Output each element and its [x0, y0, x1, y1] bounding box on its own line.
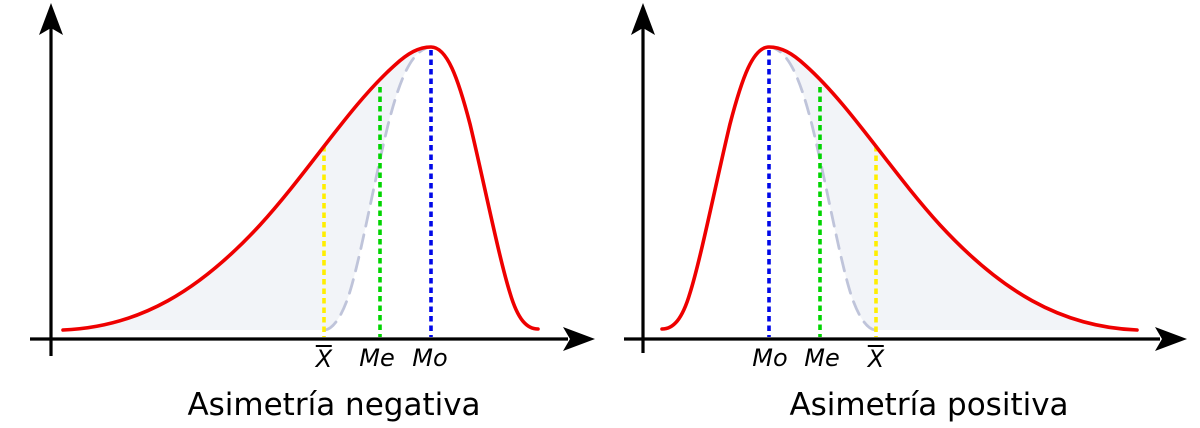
positive-mean-label: X [867, 345, 885, 373]
negative-mean-label: X [315, 345, 333, 373]
negative-skew-curve [61, 45, 540, 332]
positive-mode-label: Mo [752, 344, 788, 372]
negative-median-label: Me [359, 344, 395, 372]
positive-x-axis-arrow [1155, 327, 1187, 351]
positive-skew-curve [660, 45, 1139, 332]
positive-skew-title: Asimetría positiva [789, 387, 1069, 423]
positive-shaded-area [769, 47, 1137, 330]
mean-symbol: X [867, 345, 885, 373]
negative-x-axis-arrow [563, 327, 595, 351]
negative-mode-label: Mo [412, 344, 448, 372]
negative-y-axis-arrow [39, 3, 63, 35]
mean-symbol: X [315, 345, 333, 373]
positive-normal-reference-curve [767, 45, 877, 332]
negative-shaded-area [63, 47, 431, 330]
negative-normal-reference-curve [323, 45, 433, 332]
positive-y-axis-arrow [631, 3, 655, 35]
positive-median-label: Me [804, 344, 840, 372]
negative-skew-title: Asimetría negativa [187, 387, 481, 423]
